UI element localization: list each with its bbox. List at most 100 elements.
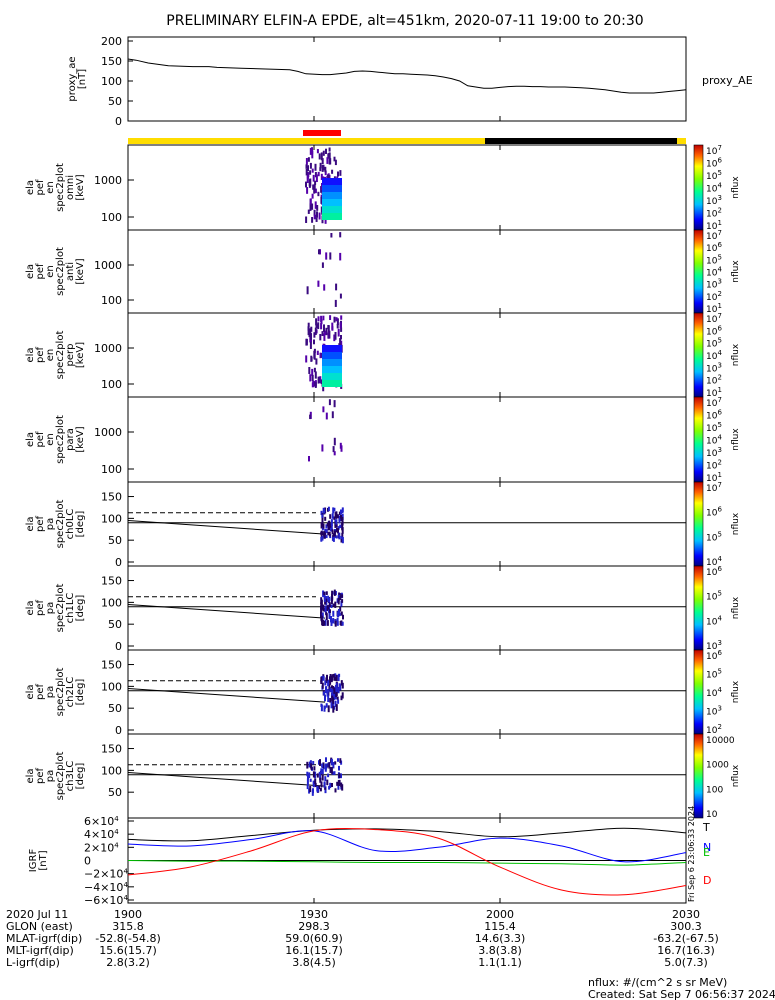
pa-spectrogram-pixel (328, 785, 331, 790)
spectrogram-pixel (309, 374, 312, 382)
pa-spectrogram-pixel (320, 607, 323, 613)
pa-spectrogram-pixel (326, 779, 329, 786)
spectrogram-pixel (334, 332, 337, 340)
energy-colorbar (693, 229, 704, 314)
spectrogram-pixel (305, 164, 308, 169)
spectrogram-pixel (313, 350, 316, 359)
pa-spectrogram-pixel (341, 537, 344, 544)
x-axis-row-value: 15.6(15.7) (99, 944, 157, 957)
spectrogram-pixel (317, 191, 320, 197)
pa-y-tick-label: 50 (108, 786, 122, 799)
ae-line (127, 58, 687, 94)
spectrogram-pixel (324, 217, 327, 224)
pa-y-axis-label: ela pef pa spec2plot ch1LC [deg] (25, 584, 86, 633)
x-axis-row-value: 298.3 (298, 920, 330, 933)
pa-spectrogram-pixel (340, 680, 343, 686)
pa-spectrogram-pixel (329, 698, 332, 703)
y-axis-label-line: pef (35, 431, 46, 448)
igrf-y-tick-label: 4×104 (84, 828, 119, 841)
x-axis-row-label: GLON (east) (6, 920, 73, 933)
pa-spectrogram-pixel (325, 677, 328, 682)
colorbar-label-text: nflux (731, 428, 741, 451)
y-axis-label-line: ch1LC (65, 593, 76, 624)
pa-spectrogram-pixel (333, 516, 336, 520)
pa-spectrogram-pixel (320, 768, 323, 775)
spectrogram-pixel (336, 318, 339, 325)
pa-spectrogram-pixel (317, 788, 319, 793)
spectrogram-pixel (317, 322, 320, 330)
pa-y-tick-label: 100 (101, 512, 122, 525)
pa-spectrogram-pixel (324, 605, 327, 613)
y-axis-label-line: spec2plot (55, 752, 66, 801)
pa-y-tick-label: 150 (101, 743, 122, 756)
pa-spectrogram-pixel (319, 777, 322, 783)
pa-colorbar (693, 481, 704, 567)
colorbar-tick-label: 104 (706, 182, 722, 195)
spectrogram-pixel (315, 217, 318, 222)
spectrogram-pixel (306, 176, 309, 184)
pa-spectrogram-pixel (326, 522, 329, 527)
ae-panel-frame (127, 36, 687, 122)
spectrogram-band (322, 373, 342, 380)
spectrogram-pixel (333, 316, 336, 323)
x-axis-row-value: 3.8(4.5) (292, 956, 336, 969)
spectrogram-pixel (311, 203, 314, 210)
spectrogram-pixel (333, 400, 336, 408)
colorbar-label: nflux (731, 512, 741, 535)
y-axis-label-line: omni (65, 175, 76, 200)
pa-y-tick-label: 50 (108, 618, 122, 631)
pa-spectrogram-pixel (331, 513, 334, 519)
y-axis-label-line: para (65, 428, 76, 451)
x-axis-row-value: 16.7(16.3) (657, 944, 715, 957)
y-axis-label-line: ela (25, 347, 36, 362)
ae-y-tick-label: 50 (108, 95, 122, 108)
igrf-y-tick-label: 6×104 (84, 815, 119, 828)
pa-spectrogram-pixel (332, 507, 335, 514)
spectrogram-pixel (320, 315, 323, 323)
spectrogram-pixel (315, 358, 318, 365)
spectrogram-band (322, 206, 342, 213)
pa-spectrogram-pixel (330, 525, 333, 530)
pa-spectrogram-pixel (320, 537, 323, 542)
spectrogram-pixel (311, 193, 314, 199)
colorbar-tick-label: 106 (706, 409, 722, 422)
pa-spectrogram-pixel (327, 531, 330, 536)
igrf-y-tick-label: −2×104 (84, 868, 128, 881)
x-axis-row-label: MLAT-igrf(dip) (6, 932, 82, 945)
igrf-y-tick-label: 0 (84, 855, 91, 868)
colorbar-label: nflux (731, 343, 741, 366)
spectrogram-pixel (309, 341, 312, 349)
spectrogram-pixel (307, 330, 310, 336)
pa-spectrogram-pixel (308, 788, 311, 794)
spectrogram-pixel (315, 323, 318, 329)
x-axis-row-value: 2.8(3.2) (106, 956, 150, 969)
pa-spectrogram-pixel (332, 618, 335, 624)
pa-spectrogram-pixel (334, 788, 337, 793)
y-axis-label-line: pef (35, 263, 46, 280)
spectrogram-pixel (335, 283, 338, 291)
pa-spectrogram-pixel (335, 523, 338, 528)
pa-spectrogram-pixel (309, 760, 312, 765)
spectrogram-pixel (315, 174, 318, 183)
colorbar-tick-label: 101 (706, 302, 722, 315)
pa-spectrogram-pixel (340, 695, 343, 701)
pa-spectrogram-pixel (333, 771, 336, 775)
pa-spectrogram-pixel (338, 511, 341, 515)
pa-spectrogram-pixel (339, 595, 342, 601)
spectrogram-pixel (319, 167, 322, 172)
pa-spectrogram-pixel (341, 522, 344, 529)
y-axis-label-line: pa (45, 518, 56, 530)
pa-spectrogram-pixel (337, 597, 340, 603)
energy-panel-frame (127, 396, 687, 483)
pa-y-tick-label: 100 (101, 596, 122, 609)
footer-units: nflux: #/(cm^2 s sr MeV) (588, 976, 727, 989)
pa-spectrogram-pixel (323, 705, 326, 709)
spectrogram-pixel (308, 179, 311, 187)
spectrogram-pixel (333, 156, 336, 162)
igrf-y-tick-label: −4×104 (84, 881, 128, 894)
footer-created: Created: Sat Sep 7 06:56:37 2024 (588, 988, 775, 1000)
pa-spectrogram-pixel (312, 771, 315, 778)
y-axis-label-line: ela (25, 264, 36, 279)
pa-spectrogram-pixel (320, 522, 323, 529)
x-axis-row-label: MLT-igrf(dip) (6, 944, 74, 957)
